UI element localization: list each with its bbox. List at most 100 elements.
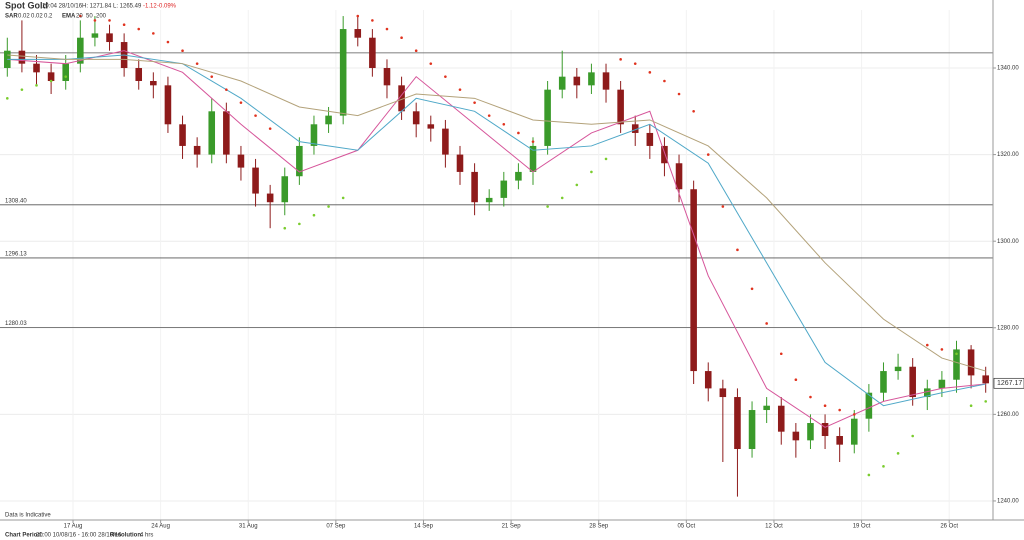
sar-dot — [356, 14, 360, 18]
candle-body — [223, 111, 230, 155]
sar-dot — [604, 157, 608, 161]
x-tick-label: 24 Aug — [151, 524, 170, 530]
sar-dot — [20, 88, 24, 91]
sar-dot — [444, 75, 447, 78]
candle-body — [4, 50, 11, 69]
candle-body — [412, 111, 420, 125]
candle-body — [442, 128, 449, 155]
sar-dot — [166, 40, 170, 44]
x-tick-label: 21 Sep — [502, 524, 522, 530]
candle-body — [982, 375, 989, 384]
candle-body — [646, 132, 654, 146]
candle-body — [91, 33, 99, 38]
candle-body — [281, 176, 289, 203]
high-label: H: 1271.84 — [82, 4, 112, 10]
candle-body — [237, 154, 245, 168]
sar-dot — [940, 348, 944, 351]
sar-dot — [692, 110, 695, 113]
sar-dot — [64, 75, 68, 78]
candle-body — [690, 189, 697, 372]
candle-body — [631, 124, 639, 133]
candle-body — [485, 197, 493, 203]
candle-body — [865, 392, 873, 419]
y-tick-label: 1260.00 — [997, 412, 1019, 418]
sar-dot — [400, 36, 403, 40]
sar-dot — [852, 413, 856, 416]
x-tick-label: 14 Sep — [414, 524, 434, 530]
candle-body — [325, 115, 332, 125]
candle-body — [836, 436, 843, 445]
candle-body — [909, 366, 916, 398]
sar-dot — [473, 101, 476, 104]
candle-body — [588, 72, 595, 86]
timestamp: 10:04 28/10/16 — [42, 4, 83, 10]
x-tick-label: 05 Oct — [677, 524, 695, 530]
candle-body — [456, 154, 464, 172]
sar-dot — [955, 352, 958, 356]
ema-line — [7, 54, 986, 372]
change-pct: -0.09% — [157, 4, 177, 10]
candle-body — [850, 418, 858, 445]
sar-dot — [458, 88, 462, 91]
candle-body — [179, 124, 186, 146]
sar-dot — [619, 58, 622, 61]
sar-dot — [823, 404, 827, 408]
level-label: 1280.03 — [5, 321, 27, 327]
x-tick-label: 17 Aug — [64, 524, 83, 530]
sar-dot — [517, 131, 520, 135]
candle-body — [792, 431, 800, 441]
candle-body — [47, 72, 55, 82]
ema-param: 200 — [96, 14, 107, 20]
candle-body — [427, 124, 435, 129]
candle-body — [704, 371, 712, 389]
y-tick-label: 1300.00 — [997, 239, 1019, 245]
sar-dot — [429, 62, 433, 65]
candle-body — [617, 89, 624, 125]
sar-dot — [721, 205, 725, 208]
candle-body — [296, 145, 303, 177]
sar-dot — [750, 287, 754, 291]
sar-dot — [385, 27, 389, 31]
sar-dot — [838, 408, 841, 412]
sar-dot — [560, 196, 564, 200]
candle-body — [777, 405, 785, 432]
footer-period: 20:00 10/08/16 - 16:00 28/10/16 — [36, 533, 122, 539]
sar-dot — [225, 88, 228, 91]
sar-dot — [633, 62, 637, 65]
candle-body — [471, 171, 478, 203]
sar-dot — [663, 79, 666, 83]
sar-dot — [911, 434, 914, 438]
candle-body — [266, 193, 274, 203]
sar-dot — [736, 248, 739, 252]
sar-dot — [969, 404, 973, 408]
sar-dot — [984, 400, 987, 403]
sar-dot — [867, 473, 871, 477]
sar-dot — [79, 14, 82, 18]
sar-dot — [35, 84, 38, 87]
sar-dot — [210, 75, 214, 78]
candle-body — [62, 63, 69, 82]
sar-dot — [414, 49, 418, 52]
footer-label: Resolution: — [110, 533, 143, 539]
sar-dot — [487, 114, 491, 117]
candle-body — [135, 68, 143, 82]
footer-resolution: 4 hrs — [140, 533, 153, 539]
sar-dot — [706, 153, 710, 156]
candle-body — [106, 33, 113, 43]
sar-dot — [341, 196, 345, 200]
candle-body — [807, 423, 814, 441]
ema-line — [7, 50, 986, 428]
sar-dot — [137, 27, 141, 31]
candle-body — [924, 388, 931, 398]
y-tick-label: 1320.00 — [997, 152, 1019, 158]
x-tick-label: 26 Oct — [940, 524, 958, 530]
sar-dot — [925, 343, 929, 347]
candle-body — [252, 167, 259, 194]
sar-dot — [108, 19, 111, 22]
sar-dot — [312, 213, 316, 217]
y-tick-label: 1280.00 — [997, 325, 1019, 331]
candle-body — [150, 81, 157, 86]
ema-param: 20 — [76, 14, 83, 20]
sar-dot — [779, 352, 783, 356]
footer-label: Chart Period: — [5, 533, 43, 539]
